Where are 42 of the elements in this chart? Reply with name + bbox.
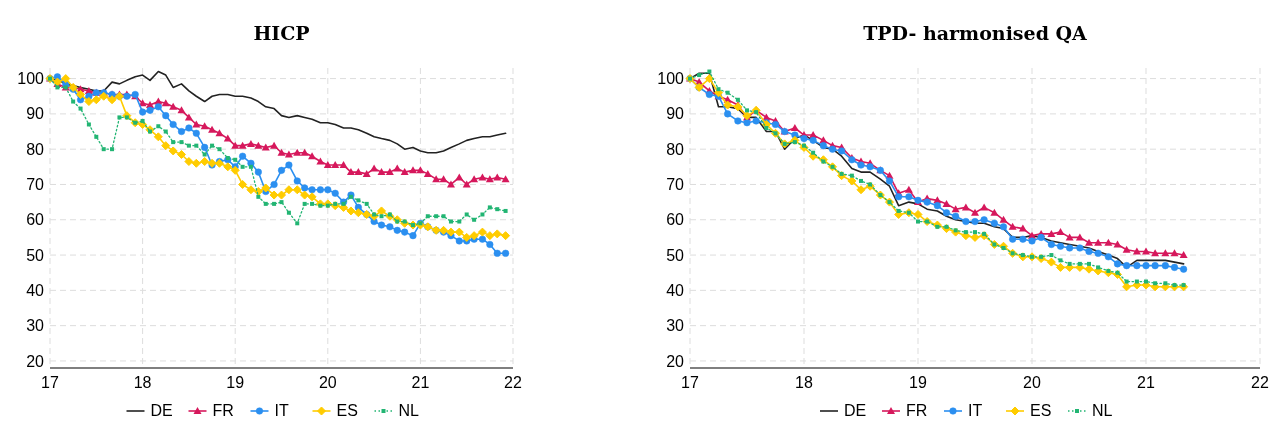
legend-label: ES — [336, 402, 358, 419]
y-tick-label: 20 — [666, 352, 685, 370]
y-tick-label: 30 — [26, 317, 45, 335]
x-tick-label: 22 — [504, 374, 522, 391]
y-tick-label: 20 — [26, 352, 45, 370]
legend-label: NL — [398, 402, 420, 419]
y-tick-label: 70 — [26, 176, 45, 194]
y-tick-label: 40 — [26, 281, 45, 299]
x-tick-label: 20 — [1023, 374, 1041, 391]
chart-title: HICP — [253, 22, 310, 44]
y-tick-label: 30 — [666, 317, 685, 335]
y-tick-label: 60 — [666, 211, 685, 229]
x-tick-label: 21 — [411, 374, 430, 391]
y-tick-label: 90 — [666, 105, 685, 123]
x-tick-label: 19 — [226, 374, 245, 391]
x-tick-label: 20 — [318, 374, 337, 391]
legend-label: DE — [844, 402, 867, 419]
x-tick-label: 21 — [1137, 374, 1155, 391]
y-tick-label: 100 — [17, 70, 45, 88]
legend-label: NL — [1092, 402, 1113, 419]
y-tick-label: 100 — [657, 70, 685, 88]
y-tick-label: 60 — [26, 211, 45, 229]
x-tick-label: 17 — [681, 374, 699, 391]
x-tick-label: 22 — [1251, 374, 1269, 391]
y-tick-label: 50 — [666, 246, 685, 264]
y-tick-label: 40 — [666, 281, 685, 299]
y-tick-label: 70 — [666, 176, 685, 194]
x-tick-label: 17 — [41, 374, 59, 391]
y-tick-label: 80 — [26, 140, 45, 158]
legend-label: IT — [968, 402, 983, 419]
x-tick-label: 18 — [133, 374, 152, 391]
y-tick-label: 90 — [26, 105, 45, 123]
y-tick-label: 80 — [666, 140, 685, 158]
legend-label: DE — [150, 402, 173, 419]
legend-label: FR — [906, 402, 928, 419]
chart-title: TPD- harmonised QA — [863, 22, 1088, 44]
x-tick-label: 18 — [795, 374, 813, 391]
x-tick-label: 19 — [909, 374, 927, 391]
legend-label: IT — [274, 402, 289, 419]
legend-label: FR — [212, 402, 234, 419]
y-tick-label: 50 — [26, 246, 45, 264]
legend-label: ES — [1030, 402, 1052, 419]
